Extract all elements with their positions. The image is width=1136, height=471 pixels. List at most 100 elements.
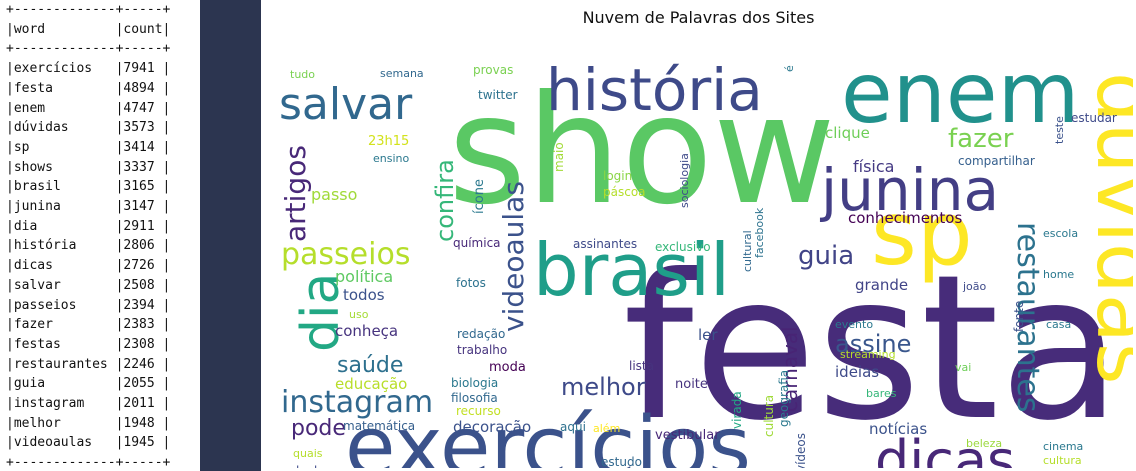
cloud-word-artigos: artigos	[279, 145, 312, 242]
table-cell-count: 2508	[123, 277, 163, 293]
cloud-word-história: história	[546, 56, 763, 124]
cloud-word-exclusivo: exclusivo	[655, 240, 711, 254]
cloud-word-quais: quais	[293, 447, 323, 460]
table-row: |história |2806 |	[6, 238, 171, 254]
cloud-word-trabalho: trabalho	[457, 343, 507, 357]
cloud-word-vestibular: vestibular	[655, 428, 720, 443]
table-row: |melhor |1948 |	[6, 415, 171, 431]
cloud-word-pode: pode	[291, 416, 346, 441]
table-row: |exercícios |7941 |	[6, 61, 171, 77]
cloud-word-geografia: geografia	[777, 370, 791, 427]
table-row: |dia |2911 |	[6, 218, 171, 234]
cloud-word-passeios: passeios	[281, 237, 410, 272]
table-row: |fazer |2383 |	[6, 317, 171, 333]
table-cell-word: videoaulas	[13, 435, 116, 451]
table-cell-count: 3573	[123, 120, 163, 136]
cloud-word-beleza: beleza	[966, 437, 1002, 450]
cloud-word-cultura: cultura	[1043, 454, 1082, 467]
chart-title: Nuvem de Palavras dos Sites	[582, 8, 815, 27]
cloud-word-exercícios: exercícios	[345, 400, 751, 468]
cloud-word-aqui: aqui	[560, 420, 586, 434]
cloud-word-estudar: estudar	[1071, 111, 1117, 125]
column-header-count: count	[123, 21, 163, 37]
table-cell-word: história	[13, 238, 116, 254]
table-cell-count: 2246	[123, 356, 163, 372]
cloud-word-restaurantes: restaurantes	[1010, 222, 1045, 413]
table-cell-word: passeios	[13, 297, 116, 313]
table-cell-count: 3414	[123, 139, 163, 155]
table-border: +-------------+-----+	[6, 41, 171, 57]
cloud-word-moda: moda	[489, 360, 526, 375]
cloud-word-decoração: decoração	[453, 418, 531, 436]
cloud-word-passo: passo	[311, 185, 357, 204]
cloud-word-instagram: instagram	[281, 385, 433, 420]
table-row: |salvar |2508 |	[6, 277, 171, 293]
cloud-word-vídeos: vídeos	[794, 433, 808, 468]
table-cell-count: 4747	[123, 100, 163, 116]
table-cell-count: 3165	[123, 179, 163, 195]
table-cell-word: melhor	[13, 415, 116, 431]
cloud-word-política: política	[335, 267, 393, 286]
table-cell-word: dúvidas	[13, 120, 116, 136]
table-border: +-------------+-----+	[6, 455, 171, 471]
table-row: |festas |2308 |	[6, 336, 171, 352]
table-cell-count: 3337	[123, 159, 163, 175]
table-row: |dicas |2726 |	[6, 258, 171, 274]
cloud-word-twitter: twitter	[478, 88, 518, 102]
cloud-word-clique: clique	[825, 124, 870, 142]
column-header-word: word	[13, 21, 116, 37]
cloud-word-compartilhar: compartilhar	[958, 154, 1035, 168]
table-cell-word: shows	[13, 159, 116, 175]
table-cell-word: restaurantes	[13, 356, 116, 372]
cloud-word-recurso: recurso	[456, 404, 501, 418]
table-row: |enem |4747 |	[6, 100, 171, 116]
cloud-word-é: é	[783, 65, 796, 72]
cloud-word-junina: junina	[819, 156, 999, 224]
cloud-word-ler: ler	[698, 326, 718, 344]
cloud-word-fazer: fazer	[948, 124, 1014, 154]
table-border: +-------------+-----+	[6, 2, 171, 17]
cloud-word-provas: provas	[473, 63, 513, 77]
cloud-word-virada: virada	[730, 391, 744, 429]
table-cell-word: festa	[13, 80, 116, 96]
panel-divider	[200, 0, 261, 471]
table-row: |restaurantes |2246 |	[6, 356, 171, 372]
cloud-word-facebook: facebook	[753, 207, 766, 258]
table-cell-count: 7941	[123, 61, 163, 77]
table-cell-count: 1945	[123, 435, 163, 451]
table-cell-word: dia	[13, 218, 116, 234]
table-cell-count: 2911	[123, 218, 163, 234]
table-row: |videoaulas |1945 |	[6, 435, 171, 451]
cloud-word-show: show	[448, 64, 836, 238]
cloud-word-todos: todos	[343, 286, 385, 304]
cloud-word-maio: maio	[552, 142, 566, 172]
cloud-word-videoaulas: videoaulas	[497, 181, 530, 332]
table-cell-count: 2726	[123, 258, 163, 274]
table-row: |junina |3147 |	[6, 199, 171, 215]
table-header-row: |word |count|	[6, 21, 171, 37]
table-row: |guia |2055 |	[6, 376, 171, 392]
cloud-word-carnaval: carnaval	[778, 326, 802, 412]
cloud-word-vai: vai	[955, 361, 971, 374]
table-cell-count: 4894	[123, 80, 163, 96]
cloud-word-home: home	[1043, 268, 1074, 281]
cloud-word-teste: teste	[1053, 116, 1066, 144]
cloud-word-joão: joão	[962, 280, 987, 293]
table-row: |dúvidas |3573 |	[6, 120, 171, 136]
cloud-word-ensino: ensino	[373, 152, 409, 165]
cloud-word-evento: evento	[835, 318, 873, 331]
table-cell-count: 2806	[123, 238, 163, 254]
cloud-word-festa: festa	[623, 232, 1122, 465]
cloud-word-ideias: ideias	[835, 363, 879, 381]
cloud-word-tudo: tudo	[290, 68, 315, 81]
table-cell-count: 2394	[123, 297, 163, 313]
table-cell-word: sp	[13, 139, 116, 155]
cloud-word-matemática: matemática	[343, 419, 415, 433]
cloud-word-biologia: biologia	[451, 376, 498, 390]
cloud-word-noite: noite	[675, 377, 708, 392]
cloud-word-guia: guia	[798, 241, 854, 271]
cloud-word-streaming: streaming	[840, 348, 896, 361]
cloud-word-conhecimentos: conhecimentos	[848, 209, 962, 227]
table-cell-count: 3147	[123, 199, 163, 215]
